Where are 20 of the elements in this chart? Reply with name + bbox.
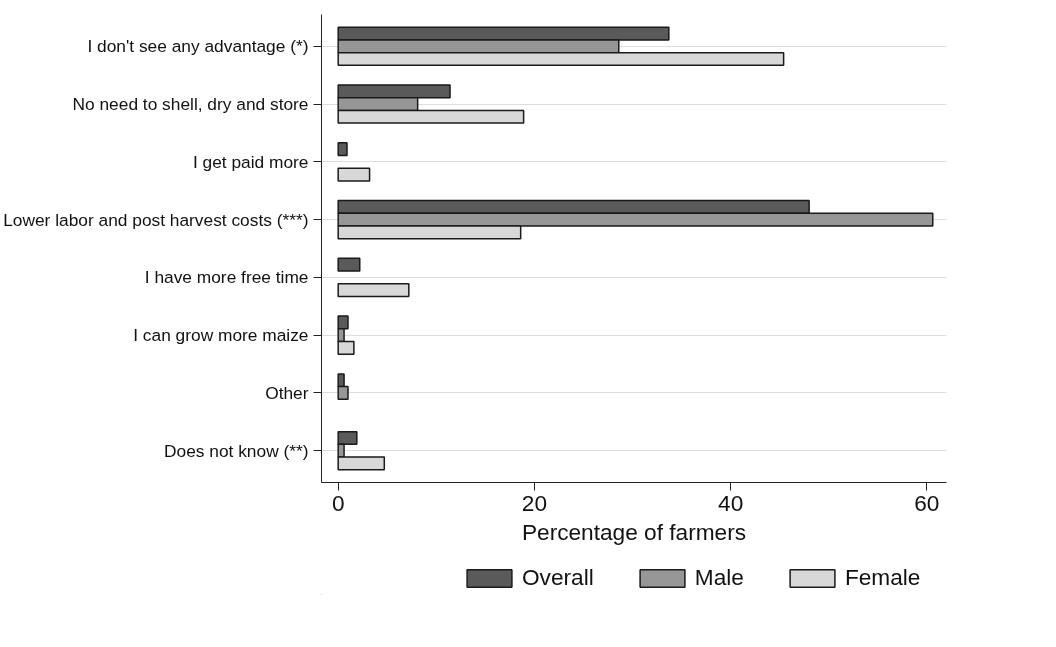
y-tick-label: I get paid more <box>192 151 309 172</box>
y-tick-label: Does not know (**) <box>164 440 309 461</box>
y-tick-label: Other <box>265 382 309 403</box>
y-tick-label: I have more free time <box>144 267 309 288</box>
legend-label: Overall <box>522 564 594 591</box>
x-tick-label: 0 <box>331 489 345 516</box>
x-axis-title: Percentage of farmers <box>521 518 747 545</box>
y-tick-label: I can grow more maize <box>133 325 309 346</box>
x-tick-label: 60 <box>914 489 940 516</box>
bar <box>337 142 348 157</box>
bar <box>337 282 410 298</box>
x-tick-label: 40 <box>718 489 744 516</box>
bar <box>337 167 371 182</box>
bar <box>337 257 361 272</box>
y-tick-label: Lower labor and post harvest costs (***) <box>3 209 309 230</box>
y-tick-label: I don't see any advantage (*) <box>87 36 309 57</box>
x-tick-label: 20 <box>521 489 548 516</box>
legend-label: Female <box>844 564 921 591</box>
y-tick-label: No need to shell, dry and store <box>72 94 309 115</box>
legend-label: Male <box>694 564 744 591</box>
